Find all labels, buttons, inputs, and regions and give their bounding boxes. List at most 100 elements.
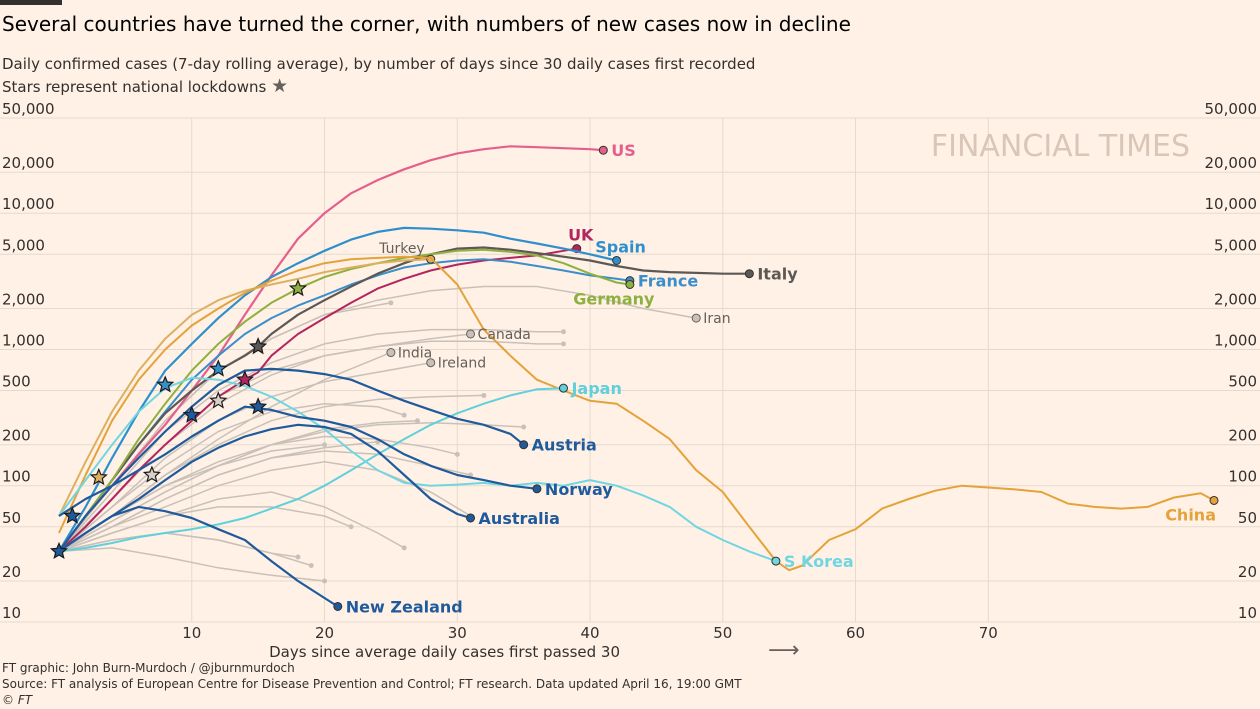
- series-label-norway: Norway: [545, 480, 613, 499]
- lockdown-star-icon: [288, 279, 308, 297]
- x-tick-label: 60: [846, 624, 865, 642]
- lockdown-star-icon: [63, 506, 82, 524]
- series-line-south-korea: [58, 376, 777, 563]
- y-tick-label-right: 5,000: [1214, 236, 1257, 254]
- y-tick-label-left: 50,000: [2, 100, 55, 118]
- y-tick-label-right: 100: [1228, 468, 1257, 486]
- other-country-end-dot: [454, 451, 460, 457]
- y-tick-label-right: 50,000: [1205, 100, 1258, 118]
- other-country-end-dot: [560, 329, 566, 335]
- series-label-france: France: [638, 272, 698, 291]
- subtitle-line-1: Daily confirmed cases (7-day rolling ave…: [2, 55, 756, 73]
- x-tick-label: 50: [713, 624, 732, 642]
- footer: FT graphic: John Burn-Murdoch / @jburnmu…: [2, 660, 742, 708]
- y-tick-label-right: 20,000: [1205, 154, 1258, 172]
- series-line-us: [58, 145, 604, 553]
- series-label-new-zealand: New Zealand: [346, 597, 463, 616]
- series-label-south-korea: S Korea: [784, 552, 854, 571]
- lockdown-star-icon: [235, 370, 254, 388]
- x-tick-label: 30: [448, 624, 467, 642]
- brand-bar: [0, 0, 62, 5]
- other-country-end-dot: [560, 341, 566, 347]
- lockdown-star-icon: [209, 359, 228, 377]
- x-tick-label: 20: [315, 624, 334, 642]
- other-country-end-dot: [308, 562, 314, 568]
- highlighted-series: [58, 145, 1219, 611]
- x-axis-arrow-icon: ⟶: [768, 638, 800, 660]
- grey-label-iran: Iran: [703, 311, 730, 327]
- x-tick-label: 40: [580, 624, 599, 642]
- series-line-japan: [58, 387, 564, 553]
- y-tick-label-left: 100: [2, 468, 31, 486]
- lockdown-star-icon: [156, 375, 175, 393]
- chart-subtitle: Daily confirmed cases (7-day rolling ave…: [2, 53, 755, 98]
- series-end-dot-us: [598, 145, 608, 155]
- axes: 10 10 20 20 50 50 100 100 200 200 500 500 1,000 1,000…: [2, 100, 1257, 642]
- other-country-line: [58, 532, 312, 567]
- footer-source: Source: FT analysis of European Centre f…: [2, 677, 742, 691]
- series-label-uk: UK: [568, 226, 594, 245]
- lockdown-star-icon: [249, 337, 268, 355]
- lockdown-markers: [49, 279, 308, 560]
- y-tick-label-left: 20: [2, 563, 21, 581]
- series-line-spain: [58, 226, 617, 552]
- series-end-dot-china: [1209, 495, 1219, 505]
- series-end-dot-new-zealand: [333, 601, 343, 611]
- series-line-norway: [58, 405, 538, 517]
- other-country-line: [58, 491, 405, 553]
- series-line-china: [58, 255, 1215, 572]
- y-tick-label-right: 20: [1238, 563, 1257, 581]
- lockdown-star-icon: [49, 541, 69, 560]
- series-end-dot-australia: [466, 513, 476, 523]
- other-country-end-dot: [388, 300, 394, 306]
- chart-plot: 10 10 20 20 50 50 100 100 200 200 500 500 1,000 1,000…: [0, 100, 1260, 660]
- other-country-line: [58, 285, 697, 552]
- y-tick-label-left: 5,000: [2, 236, 45, 254]
- series-label-japan: Japan: [570, 379, 621, 398]
- other-country-line: [58, 450, 471, 553]
- series-label-germany: Germany: [573, 289, 655, 308]
- lockdown-star-icon: [142, 465, 161, 483]
- series-line-new-zealand: [58, 505, 339, 608]
- series-label-austria: Austria: [532, 436, 597, 455]
- other-country-line: [58, 328, 564, 552]
- series-line-austria: [58, 367, 525, 553]
- y-tick-label-left: 200: [2, 427, 31, 445]
- other-country-end-dot: [521, 424, 527, 430]
- other-country-line: [58, 547, 325, 582]
- lockdown-star-icon: [249, 397, 268, 415]
- series-label-australia: Australia: [479, 509, 560, 528]
- other-country-end-dot: [401, 545, 407, 551]
- grey-end-dot-india: [386, 348, 396, 358]
- y-tick-label-right: 10: [1238, 604, 1257, 622]
- other-country-end-dot: [348, 524, 354, 530]
- lockdown-star-icon: [209, 391, 228, 409]
- y-tick-label-left: 20,000: [2, 154, 55, 172]
- other-country-end-dot: [322, 578, 328, 584]
- other-country-end-dot: [481, 392, 487, 398]
- grey-label-ireland: Ireland: [438, 356, 486, 372]
- footer-credit: FT graphic: John Burn-Murdoch / @jburnmu…: [2, 661, 295, 675]
- series-end-dot-norway: [532, 484, 542, 494]
- x-axis-label: Days since average daily cases first pas…: [269, 643, 620, 660]
- lockdown-star-icon: [182, 405, 201, 423]
- y-tick-label-left: 10,000: [2, 195, 55, 213]
- y-tick-label-left: 50: [2, 509, 21, 527]
- grid: [0, 117, 1260, 623]
- other-country-end-dot: [401, 412, 407, 418]
- series-line-australia: [58, 423, 471, 553]
- y-tick-label-right: 10,000: [1205, 195, 1258, 213]
- series-label-china: China: [1165, 505, 1216, 524]
- watermark: FINANCIAL TIMES: [931, 129, 1190, 164]
- y-tick-label-right: 500: [1228, 373, 1257, 391]
- star-icon: ★: [271, 75, 289, 97]
- grey-end-dot-canada: [466, 329, 476, 339]
- grey-label-canada: Canada: [478, 327, 531, 343]
- other-country-end-dot: [295, 554, 301, 560]
- other-country-line: [58, 402, 405, 552]
- grey-end-dot-ireland: [426, 358, 436, 368]
- y-tick-label-right: 2,000: [1214, 290, 1257, 308]
- other-country-line: [58, 394, 484, 553]
- series-label-spain: Spain: [595, 237, 646, 256]
